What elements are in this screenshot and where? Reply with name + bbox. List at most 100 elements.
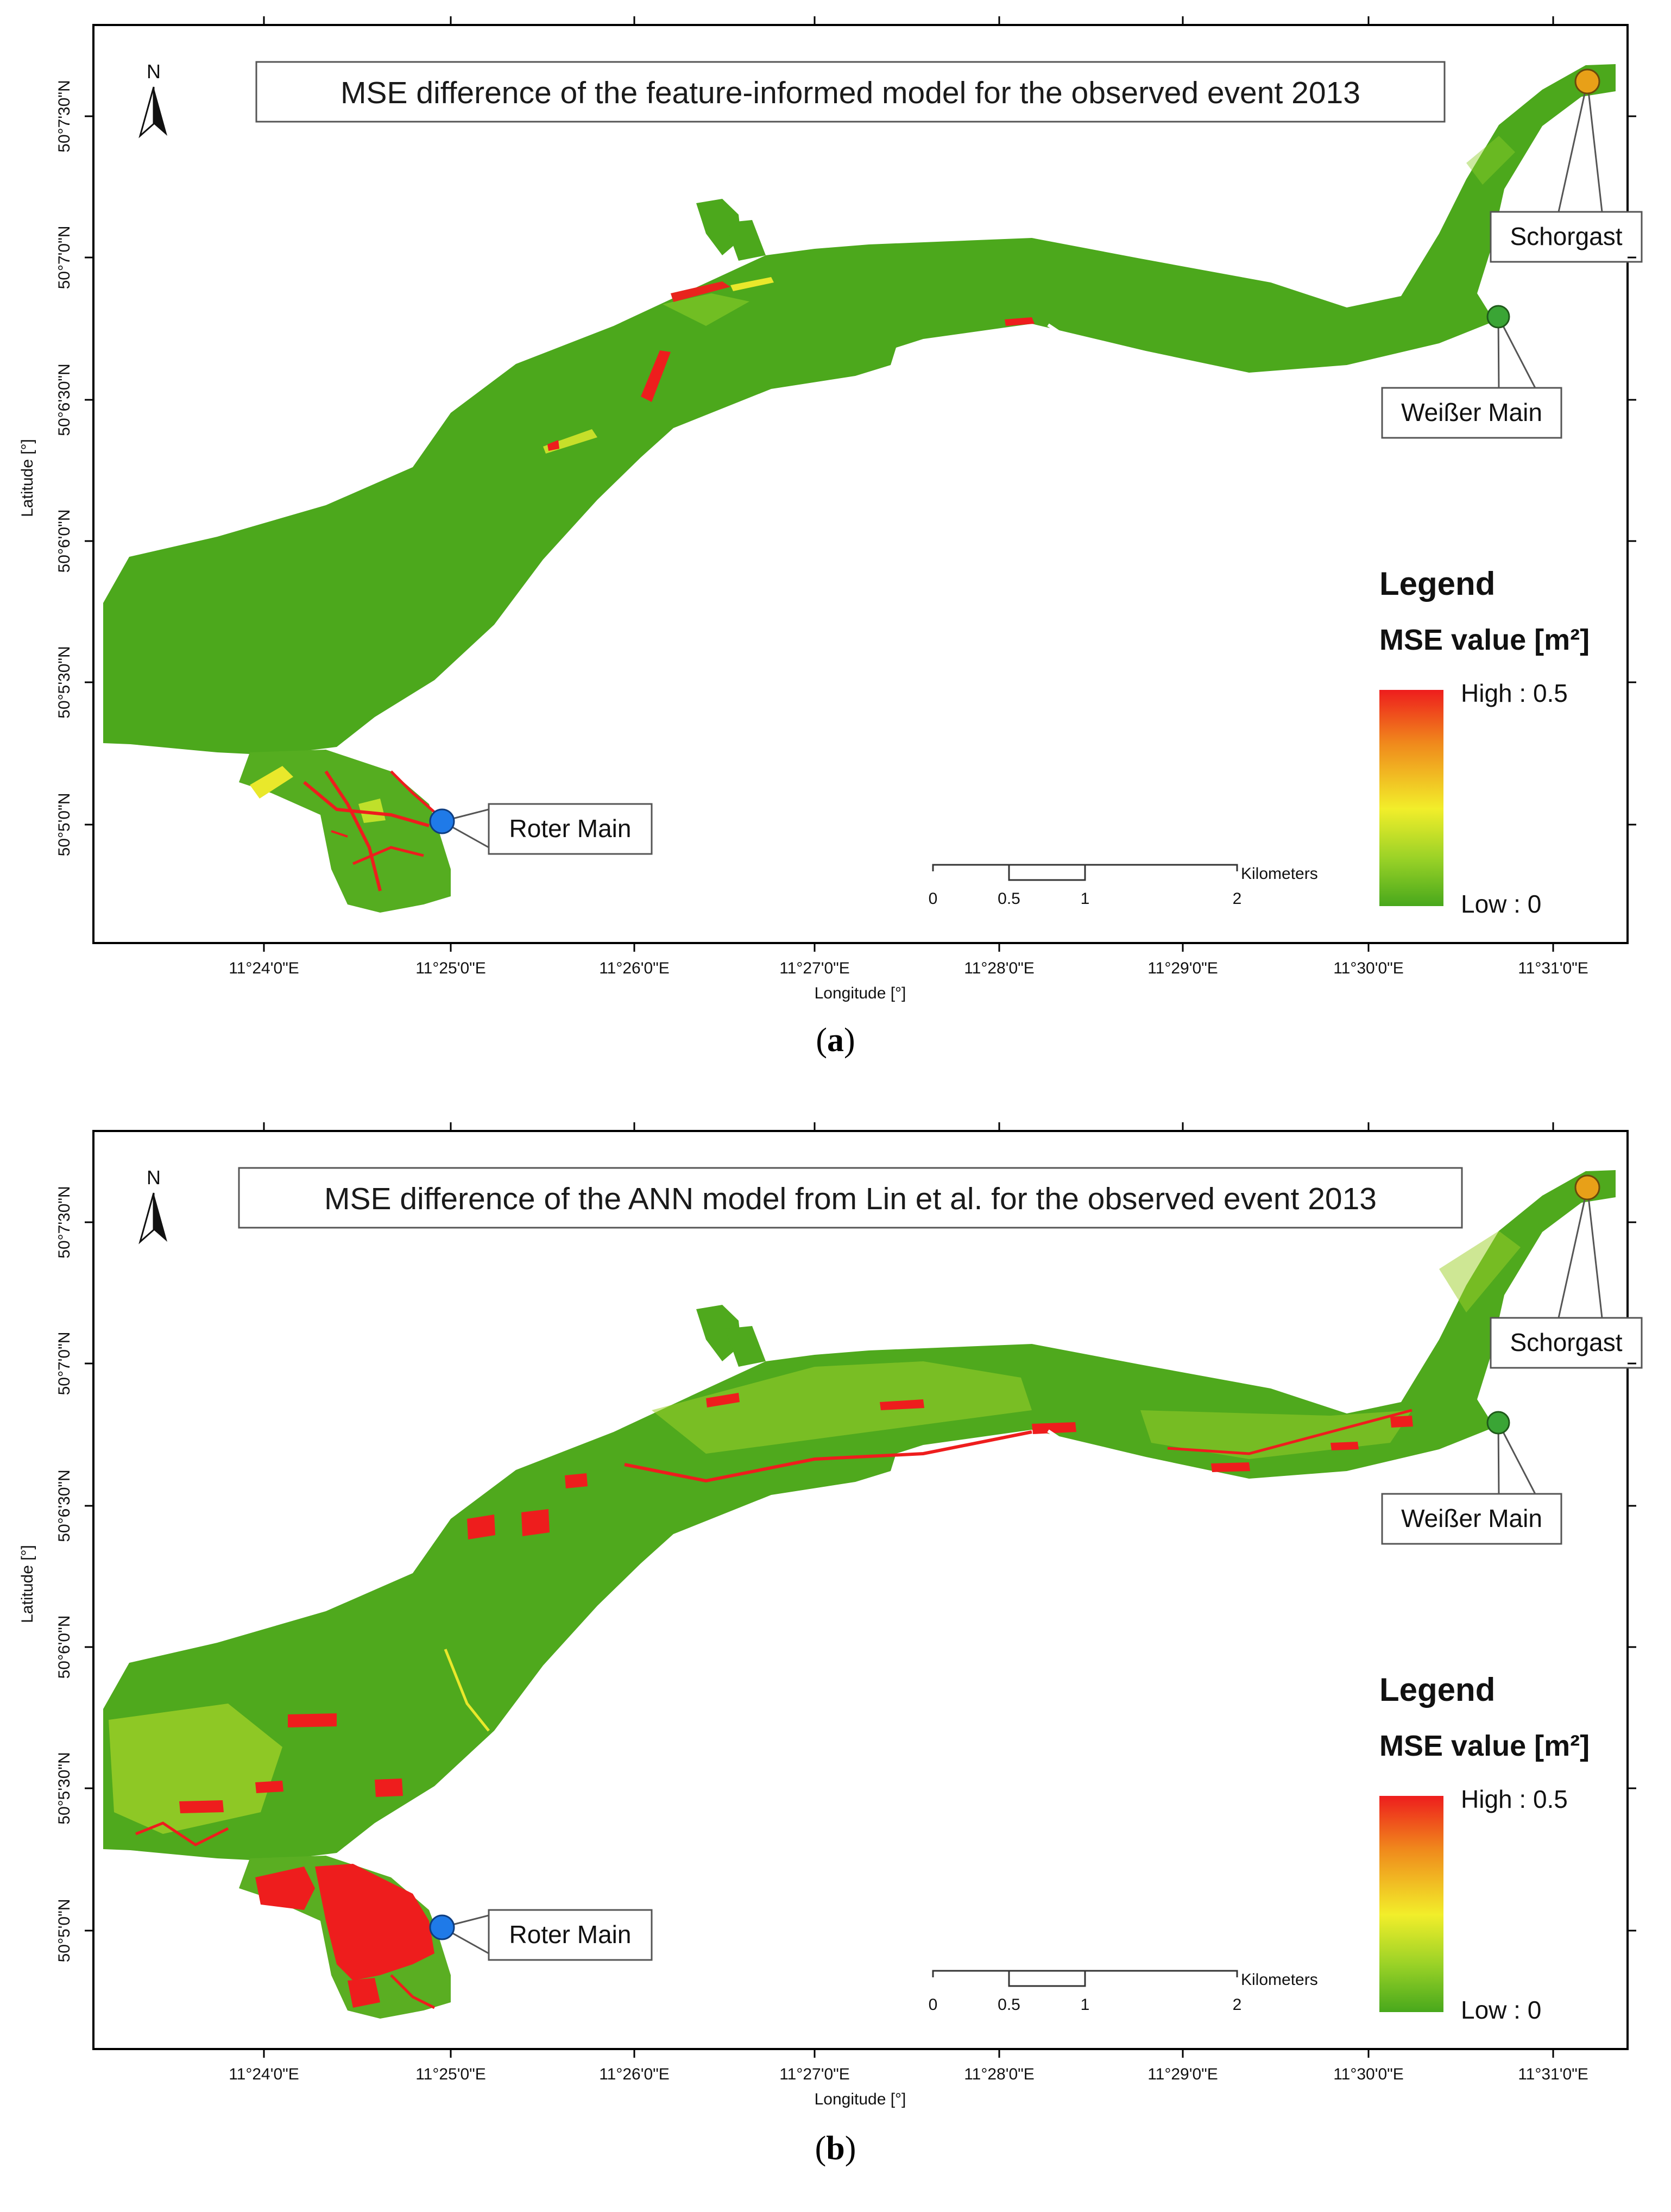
floodplain-light-patch	[663, 293, 749, 326]
y-tick-label: 50°5'0"N	[55, 1899, 73, 1963]
dam-gap	[1047, 1429, 1074, 1449]
scale-bar-line	[932, 1970, 1238, 1987]
floodplain-light-patch	[1439, 1231, 1521, 1312]
x-tick-label: 11°24'0"E	[229, 959, 299, 977]
site-schorgast: Schorgast	[1490, 1174, 1643, 1369]
north-arrow-icon	[138, 86, 155, 139]
x-tick-label: 11°30'0"E	[1333, 2065, 1404, 2083]
y-tick-label: 50°6'0"N	[55, 510, 73, 573]
weisser-main-label: Weißer Main	[1401, 1504, 1542, 1532]
x-tick-label: 11°28'0"E	[964, 2065, 1035, 2083]
upper-channel-arm	[696, 1305, 741, 1361]
hotspot-red	[348, 1978, 380, 2008]
x-tick-marks	[263, 16, 1554, 952]
map-panel-a: MSE difference of the feature-informed m…	[18, 16, 1643, 1002]
y-tick-label: 50°7'30"N	[55, 1186, 73, 1258]
scale-tick: 0	[929, 1996, 938, 2014]
callout-box	[488, 803, 653, 855]
upper-channel-arm	[696, 199, 741, 255]
callout-box	[488, 1909, 653, 1961]
callout-leader	[1497, 316, 1500, 392]
hotspot-yellow	[358, 799, 386, 823]
x-axis: 11°24'0"E 11°25'0"E 11°26'0"E 11°27'0"E …	[229, 1122, 1588, 2108]
schorgast-label: Schorgast	[1510, 1328, 1622, 1356]
floodplain-light-patch	[652, 1361, 1032, 1454]
channel-red	[352, 846, 424, 865]
map-title: MSE difference of the ANN model from Lin…	[324, 1182, 1377, 1216]
y-axis: 50°7'30"N 50°7'0"N 50°6'30"N 50°6'0"N 50…	[18, 80, 1636, 856]
mse-hotspots	[250, 277, 1035, 891]
hotspot-red	[255, 1781, 283, 1793]
panel-a-caption-label: a	[827, 1022, 844, 1059]
map-title-box	[255, 61, 1446, 123]
map-title: MSE difference of the feature-informed m…	[340, 76, 1360, 110]
hotspot-red	[1032, 1422, 1076, 1434]
north-arrow: N	[138, 60, 167, 139]
floodplain-main-body	[103, 64, 1616, 755]
channel-red	[1167, 1409, 1413, 1455]
x-tick-marks	[263, 1122, 1554, 2058]
y-tick-label: 50°6'30"N	[55, 1469, 73, 1542]
north-label: N	[147, 1166, 161, 1189]
callout-box	[1490, 1317, 1643, 1369]
roter-main-label: Roter Main	[509, 814, 632, 843]
legend-subtitle: MSE value [m²]	[1379, 1730, 1590, 1762]
north-arrow: N	[138, 1166, 167, 1245]
scale-tick: 0.5	[998, 890, 1020, 908]
hotspot-red	[288, 1713, 337, 1727]
callout-box	[1490, 211, 1643, 263]
hotspot-red	[179, 1800, 224, 1813]
x-tick-label: 11°26'0"E	[599, 2065, 670, 2083]
x-tick-label: 11°29'0"E	[1147, 2065, 1218, 2083]
mse-hotspots	[135, 1393, 1413, 2009]
gravel-pit-stub	[725, 220, 766, 261]
y-tick-label: 50°6'0"N	[55, 1616, 73, 1679]
panel-a-caption: (a)	[816, 1022, 855, 1059]
legend-title: Legend	[1379, 565, 1495, 602]
legend-color-ramp	[1379, 690, 1443, 906]
gravel-pit-stub	[725, 1326, 766, 1367]
x-tick-label: 11°25'0"E	[415, 2065, 486, 2083]
legend: Legend MSE value [m²] High : 0.5 Low : 0	[1379, 1671, 1590, 2024]
scale-bar: 0 0.5 1 2 Kilometers	[929, 864, 1318, 908]
site-roter-main: Roter Main	[429, 803, 653, 855]
x-tick-label: 11°30'0"E	[1333, 959, 1404, 977]
hotspot-red	[1005, 317, 1035, 326]
y-tick-label: 50°7'30"N	[55, 80, 73, 152]
floodplain-main-body	[103, 1170, 1616, 1861]
channel-red	[331, 830, 348, 838]
channel-red	[324, 770, 382, 891]
hotspot-red	[315, 1864, 434, 1981]
floodplain-light-patch	[1466, 136, 1515, 185]
weisser-main-label: Weißer Main	[1401, 398, 1542, 426]
site-schorgast: Schorgast	[1490, 68, 1643, 263]
legend-low-label: Low : 0	[1461, 890, 1541, 918]
hotspot-red	[641, 350, 671, 402]
schorgast-marker	[1574, 1174, 1600, 1201]
x-tick-label: 11°27'0"E	[779, 959, 850, 977]
y-tick-label: 50°7'0"N	[55, 226, 73, 290]
schorgast-marker	[1574, 68, 1600, 95]
hotspot-red	[1211, 1462, 1250, 1472]
scale-tick: 2	[1233, 890, 1242, 908]
hotspot-red	[547, 440, 559, 451]
legend-color-ramp	[1379, 1796, 1443, 2012]
hotspot-red	[375, 1779, 403, 1797]
roter-main-marker	[429, 808, 455, 834]
x-tick-label: 11°27'0"E	[779, 2065, 850, 2083]
callout-box	[1381, 1493, 1562, 1545]
y-axis: 50°7'30"N 50°7'0"N 50°6'30"N 50°6'0"N 50…	[18, 1186, 1636, 1962]
roter-main-lobe	[239, 750, 451, 913]
panel-b-caption: (b)	[815, 2130, 856, 2167]
roter-main-marker	[429, 1914, 455, 1940]
y-axis-label: Latitude [°]	[18, 1545, 36, 1623]
scale-unit: Kilometers	[1241, 1971, 1318, 1989]
x-tick-label: 11°31'0"E	[1518, 959, 1588, 977]
channel-red	[135, 1821, 229, 1846]
callout-leader	[1586, 81, 1603, 212]
dam-gap	[1047, 323, 1074, 343]
y-axis-label: Latitude [°]	[18, 439, 36, 517]
callout-leader	[1497, 1422, 1500, 1498]
hotspot-yellow	[730, 277, 774, 291]
